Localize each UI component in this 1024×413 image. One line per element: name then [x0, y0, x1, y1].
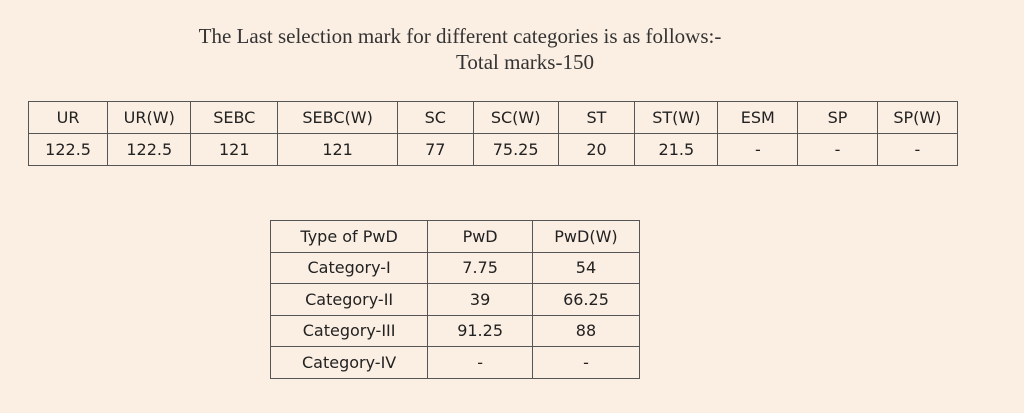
cell: - [531, 346, 641, 379]
column-header: ST(W) [634, 101, 719, 134]
column-header: SC(W) [472, 101, 559, 134]
column-header: UR [27, 101, 109, 134]
cell: Category-I [269, 251, 429, 284]
column-header: SEBC [190, 101, 279, 134]
column-header: UR(W) [107, 101, 192, 134]
cell: - [427, 346, 533, 379]
header-row: Type of PwD PwD PwD(W) [269, 220, 641, 253]
cell: 122.5 [27, 133, 109, 166]
pwd-table: Type of PwD PwD PwD(W) Category-I 7.75 54 Cate… [269, 220, 641, 379]
column-header: PwD(W) [531, 220, 641, 253]
header-row: UR UR(W) SEBC SEBC(W) SC SC(W) ST ST(W) ESM SP SP(… [27, 101, 959, 134]
cell: 7.75 [427, 251, 533, 284]
cell: Category-II [269, 283, 429, 316]
data-row: Category-IV - - [269, 346, 641, 379]
column-header: SP(W) [876, 101, 959, 134]
column-header: SP [797, 101, 878, 134]
cell: 75.25 [472, 133, 559, 166]
subtitle: Total marks-150 [456, 50, 594, 74]
cell: 39 [427, 283, 533, 316]
cell: Category-III [269, 314, 429, 347]
title: The Last selection mark for different ca… [198, 24, 722, 48]
cell: - [797, 133, 878, 166]
cell: 91.25 [427, 314, 533, 347]
cell: 66.25 [531, 283, 641, 316]
cell: Category-IV [269, 346, 429, 379]
cell: 20 [557, 133, 636, 166]
column-header: PwD [427, 220, 533, 253]
cell: 21.5 [634, 133, 719, 166]
cell: - [717, 133, 799, 166]
data-row: Category-III 91.25 88 [269, 314, 641, 347]
cell: 77 [396, 133, 474, 166]
data-row: Category-I 7.75 54 [269, 251, 641, 284]
cell: 122.5 [107, 133, 192, 166]
cell: 121 [277, 133, 398, 166]
data-row: 122.5 122.5 121 121 77 75.25 20 21.5- - - [27, 133, 959, 166]
cell: 121 [190, 133, 279, 166]
cell: 88 [531, 314, 641, 347]
cell: - [876, 133, 959, 166]
column-header: ESM [717, 101, 799, 134]
cell: 54 [531, 251, 641, 284]
column-header: SC [396, 101, 474, 134]
data-row: Category-II 39 66.25 [269, 283, 641, 316]
column-header: SEBC(W) [277, 101, 398, 134]
column-header: ST [557, 101, 636, 134]
category-table: UR UR(W) SEBC SEBC(W) SC SC(W) ST ST(W) ESM SP SP(… [27, 101, 959, 166]
column-header: Type of PwD [269, 220, 429, 253]
